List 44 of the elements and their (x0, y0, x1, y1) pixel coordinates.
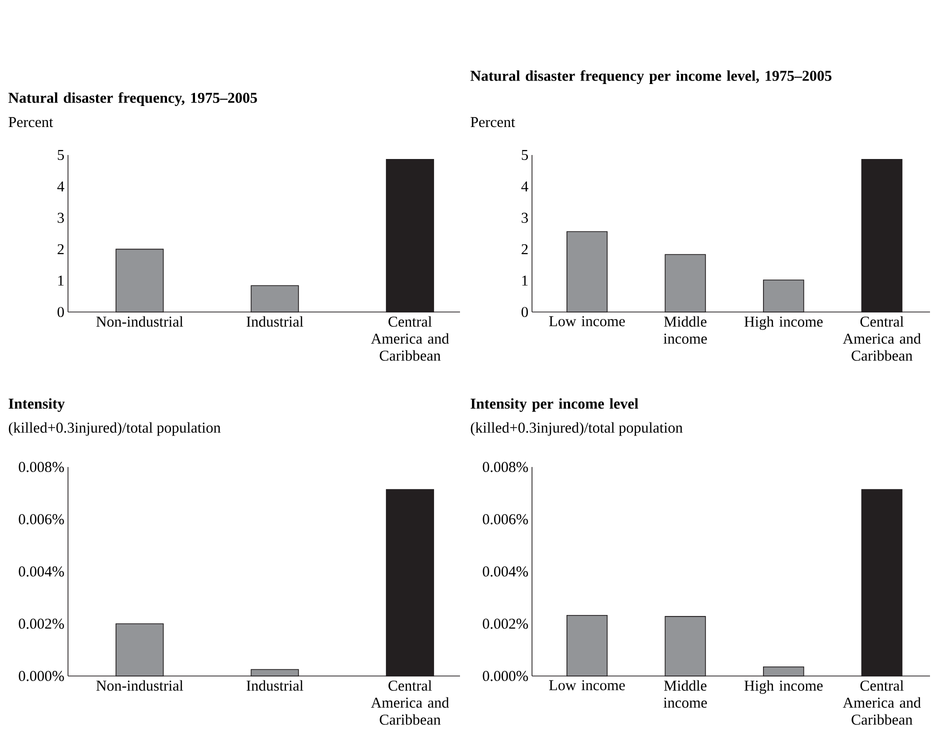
x-tick-label: Non-industrial (96, 316, 184, 327)
chart-subtitle: (killed+0.3injured)/total population (470, 422, 683, 436)
y-tick-label: 1 (522, 276, 528, 286)
y-tick-label: 0.000% (18, 670, 64, 682)
y-tick-label: 0.002% (18, 618, 64, 629)
y-tick-label: 0.006% (482, 514, 528, 524)
y-tick-label: 0 (58, 306, 64, 318)
chart-title: Natural disaster frequency, 1975–2005 (8, 92, 257, 106)
y-tick-label: 5 (522, 150, 528, 160)
y-tick-label: 5 (58, 150, 64, 160)
x-tick-label: Middle income (664, 316, 707, 344)
chart-title: Intensity (8, 398, 65, 412)
x-tick-label: Central America and Caribbean (842, 680, 921, 725)
y-tick-label: 2 (522, 244, 528, 254)
y-tick-label: 4 (521, 181, 528, 192)
y-tick-label: 0.000% (482, 670, 528, 682)
y-tick-label: 4 (57, 181, 64, 192)
y-tick-label: 2 (58, 244, 64, 254)
x-tick-label: High income (744, 680, 823, 694)
x-tick-label: Central America and Caribbean (842, 316, 921, 361)
y-tick-label: 1 (58, 276, 64, 286)
chart-subtitle: Percent (8, 117, 54, 128)
y-tick-label: 3 (58, 212, 64, 223)
y-tick-label: 0.004% (18, 566, 64, 577)
y-tick-label: 0 (522, 306, 528, 318)
y-tick-label: 0.008% (482, 462, 528, 472)
y-tick-label: 3 (522, 212, 528, 223)
y-tick-label: 0.006% (18, 514, 64, 524)
x-tick-label: Middle income (664, 680, 707, 708)
y-tick-label: 0.002% (482, 618, 528, 629)
x-tick-label: Central America and Caribbean (370, 316, 449, 361)
chart-title: Natural disaster frequency per income level, 1975–2005 (470, 70, 832, 84)
chart-title: Intensity per income level (470, 398, 638, 412)
x-tick-label: Low income (549, 680, 625, 690)
chart-subtitle: (killed+0.3injured)/total population (8, 422, 221, 436)
x-tick-label: Non-industrial (96, 680, 184, 691)
x-tick-label: Low income (549, 316, 625, 326)
y-tick-label: 0.004% (482, 566, 528, 577)
x-tick-label: Industrial (246, 680, 304, 691)
y-tick-label: 0.008% (18, 462, 64, 472)
chart-subtitle: Percent (470, 117, 516, 128)
x-tick-label: Industrial (246, 316, 304, 327)
x-tick-label: Central America and Caribbean (370, 680, 449, 725)
x-tick-label: High income (744, 316, 823, 330)
